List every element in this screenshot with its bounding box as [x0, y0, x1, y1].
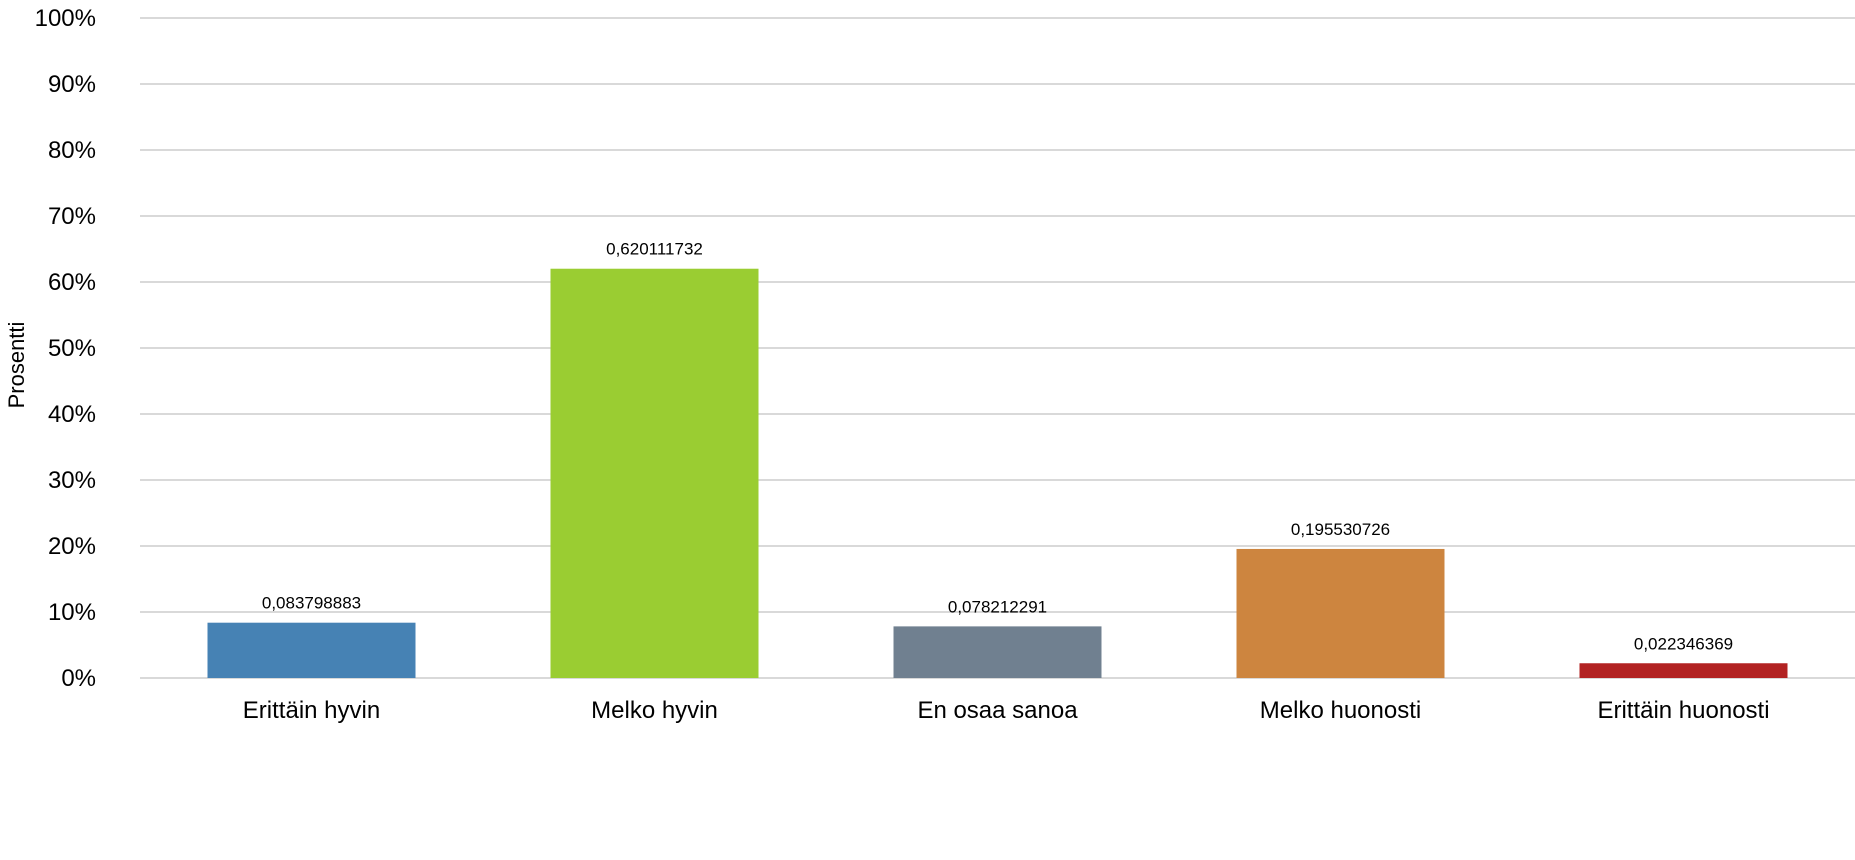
bar-4: [1236, 548, 1445, 678]
data-label-5: 0,022346369: [1634, 634, 1733, 653]
category-label-3: En osaa sanoa: [917, 697, 1078, 724]
bar-3: [893, 626, 1102, 678]
y-tick-label: 60%: [48, 269, 96, 296]
y-tick-label: 0%: [61, 665, 96, 692]
y-tick-label: 100%: [35, 5, 96, 32]
category-label-4: Melko huonosti: [1260, 697, 1421, 724]
y-tick-label: 90%: [48, 71, 96, 98]
category-label-2: Melko hyvin: [591, 697, 718, 724]
gridlines: [140, 17, 1855, 679]
bars: [207, 268, 1788, 678]
data-label-1: 0,083798883: [262, 594, 361, 613]
category-label-1: Erittäin hyvin: [243, 697, 380, 724]
bar-1: [207, 622, 416, 678]
data-label-2: 0,620111732: [606, 240, 703, 259]
y-tick-label: 70%: [48, 203, 96, 230]
bar-2: [550, 268, 759, 678]
y-axis-ticks: 0% 10% 20% 30% 40% 50% 60% 70% 80% 90% 100%: [35, 5, 96, 692]
y-axis-title: Prosentti: [4, 322, 29, 409]
x-axis-categories: Erittäin hyvin Melko hyvin En osaa sanoa Me…: [243, 697, 1770, 724]
y-tick-label: 40%: [48, 401, 96, 428]
data-label-3: 0,078212291: [948, 597, 1047, 616]
y-tick-label: 80%: [48, 137, 96, 164]
y-tick-label: 30%: [48, 467, 96, 494]
data-labels: 0,083798883 0,620111732 0,078212291 0,19553…: [262, 240, 1733, 654]
bar-5: [1579, 663, 1788, 678]
y-tick-label: 20%: [48, 533, 96, 560]
y-tick-label: 10%: [48, 599, 96, 626]
category-label-5: Erittäin huonosti: [1597, 697, 1769, 724]
y-tick-label: 50%: [48, 335, 96, 362]
data-label-4: 0,195530726: [1291, 520, 1390, 539]
